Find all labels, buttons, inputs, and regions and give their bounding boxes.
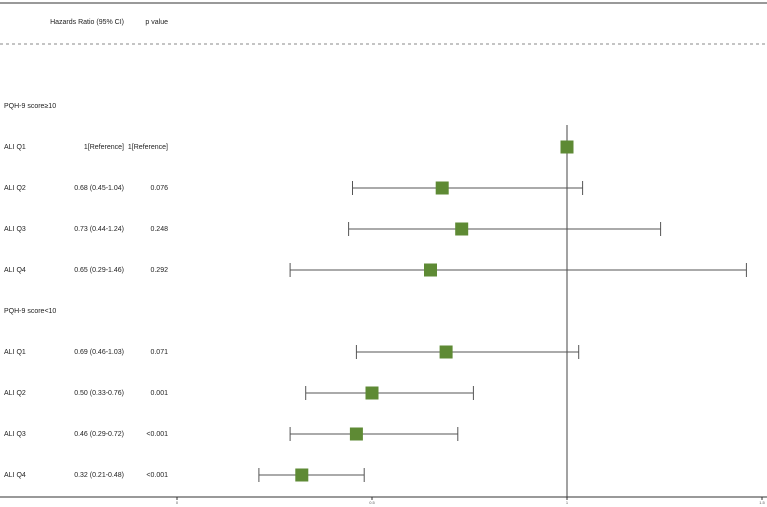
hr-ci-text: 0.73 (0.44-1.24)	[74, 226, 124, 233]
x-tick-label: 0.5	[369, 500, 375, 505]
hr-marker	[439, 345, 453, 359]
hr-marker	[349, 427, 363, 441]
hr-marker	[455, 222, 469, 236]
x-tick-label: 0	[176, 500, 179, 505]
row-label: ALI Q2	[4, 390, 26, 397]
hr-marker	[365, 386, 379, 400]
row-label: ALI Q3	[4, 431, 26, 438]
p-value: 0.248	[150, 226, 168, 233]
hr-marker	[295, 468, 309, 482]
column-header: Hazards Ratio (95% CI)	[50, 19, 124, 26]
group-title: PQH-9 score<10	[4, 308, 56, 315]
p-value: 0.071	[150, 349, 168, 356]
hr-ci-text: 0.65 (0.29-1.46)	[74, 267, 124, 274]
row-label: ALI Q4	[4, 472, 26, 479]
x-tick-label: 1.5	[759, 500, 765, 505]
group-title: PQH-9 score≥10	[4, 103, 56, 110]
hr-ci-text: 0.68 (0.45-1.04)	[74, 185, 124, 192]
hr-marker	[560, 140, 574, 154]
p-value: 0.076	[150, 185, 168, 192]
hr-ci-text: 0.69 (0.46-1.03)	[74, 349, 124, 356]
hr-marker	[424, 263, 437, 277]
hr-marker	[435, 181, 449, 195]
x-tick-label: 1	[566, 500, 569, 505]
p-value: 0.292	[150, 267, 168, 274]
hr-ci-text: 1[Reference]	[84, 144, 124, 151]
row-label: ALI Q4	[4, 267, 26, 274]
row-label: ALI Q3	[4, 226, 26, 233]
p-value: <0.001	[146, 472, 168, 479]
hr-ci-text: 0.46 (0.29-0.72)	[74, 431, 124, 438]
hr-ci-text: 0.32 (0.21-0.48)	[74, 472, 124, 479]
hr-ci-text: 0.50 (0.33-0.76)	[74, 390, 124, 397]
p-value: 1[Reference]	[128, 144, 168, 151]
row-label: ALI Q1	[4, 349, 26, 356]
column-header: p value	[145, 19, 168, 26]
row-label: ALI Q2	[4, 185, 26, 192]
row-label: ALI Q1	[4, 144, 26, 151]
p-value: <0.001	[146, 431, 168, 438]
p-value: 0.001	[150, 390, 168, 397]
